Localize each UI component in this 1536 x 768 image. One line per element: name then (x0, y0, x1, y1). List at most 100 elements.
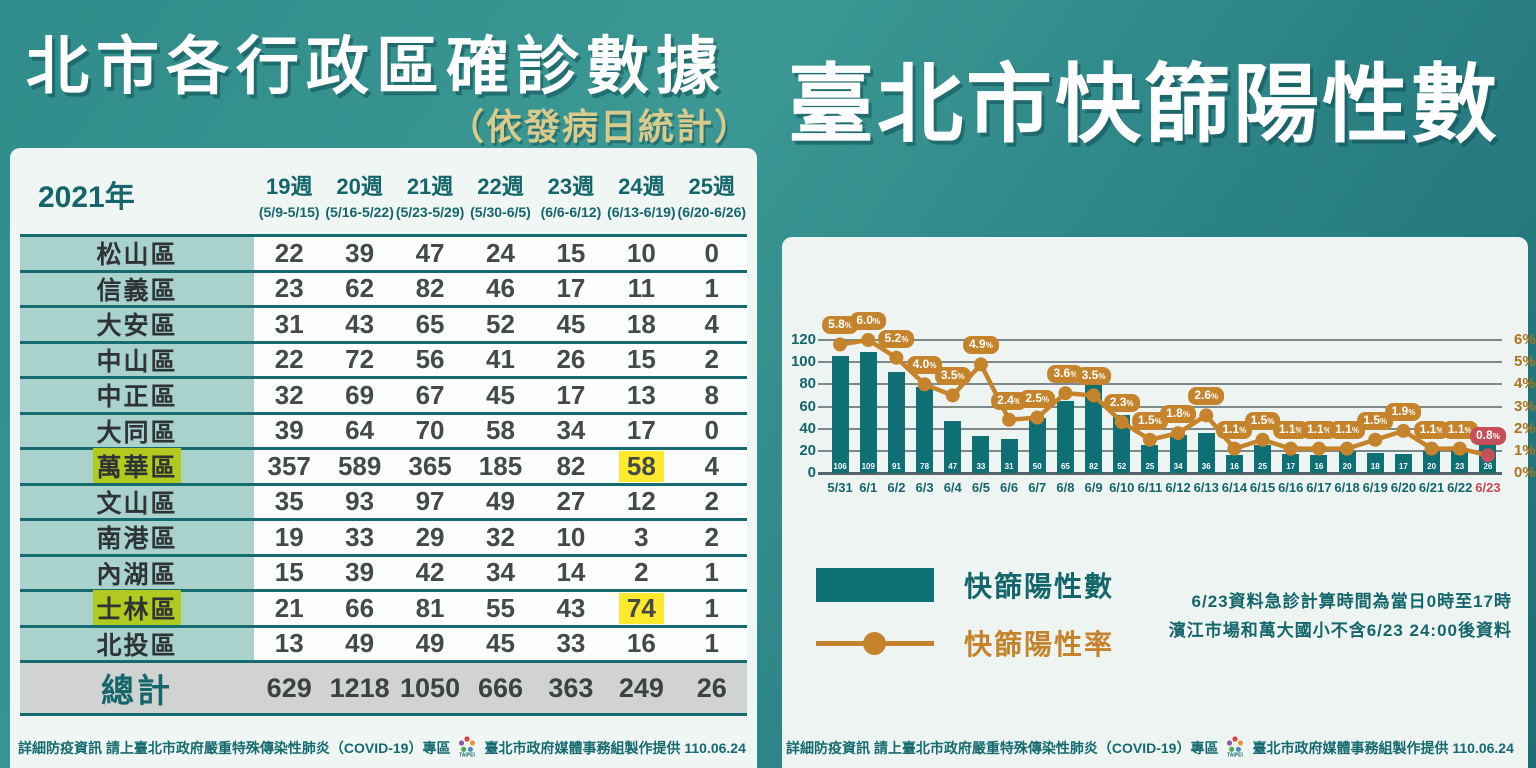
case-count: 39 (345, 557, 375, 588)
total-count-cell: 1218 (324, 660, 395, 716)
district-label: 信義區 (20, 269, 254, 305)
bar-6/2: 91 (887, 372, 905, 473)
case-count: 67 (415, 379, 445, 410)
rate-point-6/14 (1227, 441, 1242, 456)
percent-sign: % (929, 361, 937, 371)
rate-point-6/8 (1058, 386, 1073, 401)
rate-label-6/16: 1.1% (1272, 420, 1309, 439)
chart-note-line1: 6/23資料急診計算時間為當日0時至17時 (1191, 592, 1512, 611)
case-count-cell: 15 (254, 553, 325, 589)
district-name: 北投區 (96, 631, 178, 660)
percent-sign: % (1239, 425, 1247, 435)
rate-label-6/5: 4.9% (963, 336, 999, 355)
case-count: 17 (626, 415, 656, 446)
bar-6/1: 109 (859, 352, 877, 473)
case-count-cell: 0 (676, 411, 747, 447)
case-count-cell: 1 (676, 624, 747, 660)
bar-value-label: 82 (1089, 462, 1099, 471)
gridline (818, 449, 1502, 452)
percent-sign: % (844, 321, 852, 331)
total-count-cell: 666 (465, 660, 536, 716)
bar-6/19: 18 (1366, 453, 1384, 473)
percent-sign: % (1126, 399, 1134, 409)
case-count-cell: 58 (465, 411, 536, 447)
case-count-cell: 17 (535, 376, 607, 412)
case-count: 16 (626, 628, 656, 659)
x-axis-label: 6/7 (1028, 480, 1047, 495)
rate-label-6/3: 4.0% (906, 356, 943, 375)
case-count: 13 (274, 628, 304, 659)
rate-value: 1.5 (1138, 412, 1155, 427)
bar-value-label: 47 (948, 462, 958, 471)
week-header: 21週 (5/23-5/29) (395, 154, 465, 234)
rate-label-5/31: 5.8% (822, 316, 858, 335)
week-range: (6/13-6/19) (607, 203, 676, 220)
footer-info-text: 詳細防疫資訊 請上臺北市政府嚴重特殊傳染性肺炎（COVID-19）專區 (786, 739, 1219, 756)
x-axis-label: 6/17 (1306, 480, 1332, 495)
rate-point-6/10 (1114, 415, 1129, 430)
percent-sign: % (1182, 410, 1190, 420)
case-count-cell: 15 (535, 234, 607, 270)
bar-value-label: 65 (1060, 462, 1070, 471)
case-count: 72 (345, 344, 375, 375)
rate-label-6/10: 2.3% (1103, 394, 1140, 413)
rate-label-6/21: 1.1% (1413, 420, 1450, 439)
week-label: 19週 (265, 173, 313, 199)
district-name: 文山區 (96, 489, 178, 518)
bar-value-label: 34 (1173, 462, 1183, 471)
percent-sign: % (1211, 392, 1219, 402)
case-count: 33 (345, 521, 375, 552)
gridline (818, 361, 1502, 364)
case-count: 45 (556, 308, 586, 339)
case-count: 8 (704, 379, 720, 410)
chart-notes: 6/23資料急診計算時間為當日0時至17時 濱江市場和萬大國小不含6/23 24… (1169, 587, 1512, 645)
district-label: 松山區 (20, 234, 254, 270)
rate-value: 4.9 (969, 337, 986, 352)
rate-point-6/6 (1002, 412, 1017, 427)
svg-text:TAIPEI: TAIPEI (1228, 753, 1244, 758)
case-count-cell: 93 (324, 482, 395, 518)
case-count-cell: 10 (606, 234, 677, 270)
case-count-cell: 13 (254, 624, 325, 660)
bar-6/18: 20 (1338, 451, 1356, 473)
total-count-cell: 26 (676, 660, 747, 716)
right-panel-title: 臺北市快篩陽性數 (788, 57, 1500, 153)
left-footer: 詳細防疫資訊 請上臺北市政府嚴重特殊傳染性肺炎（COVID-19）專區 TAIP… (18, 735, 746, 760)
percent-sign: % (1267, 416, 1275, 426)
rate-point-6/3 (917, 377, 932, 392)
chart-legend: 快篩陽性數 快篩陽性率 (816, 565, 1114, 681)
bar-value-label: 17 (1398, 462, 1408, 471)
case-count: 14 (556, 557, 586, 588)
y-axis-left-tick: 80 (799, 375, 816, 393)
case-count-cell: 32 (465, 518, 536, 554)
case-count-cell: 1 (676, 589, 747, 625)
bar-value-label: 25 (1258, 462, 1268, 471)
rate-point-6/7 (1030, 410, 1045, 425)
case-count: 589 (337, 450, 382, 481)
y-axis-right-tick: 1% (1514, 441, 1536, 459)
x-axis-label: 6/16 (1278, 480, 1304, 495)
confirmed-cases-card: 2021年 19週 (5/9-5/15) 20週 (5/16-5/22) 21週 (5/2… (10, 148, 757, 768)
percent-sign: % (901, 334, 909, 344)
left-panel: 北市各行政區確診數據 （依發病日統計） 2021年 19週 (5/9-5/15) 2… (10, 32, 757, 768)
case-count-cell: 69 (324, 376, 395, 412)
case-count: 43 (556, 592, 586, 623)
chart-note-line2: 濱江市場和萬大國小不含6/23 24:00後資料 (1168, 621, 1512, 640)
bar-6/11: 25 (1141, 445, 1159, 473)
week-header: 20週 (5/16-5/22) (324, 154, 394, 234)
x-axis-label: 6/4 (943, 480, 962, 495)
rate-point-6/2 (889, 350, 904, 365)
case-count-cell: 65 (394, 305, 466, 341)
percent-sign: % (1323, 425, 1331, 435)
week-label: 24週 (618, 173, 665, 199)
case-count-cell: 52 (465, 305, 536, 341)
rate-label-6/18: 1.1% (1329, 420, 1365, 439)
case-count-cell: 13 (606, 376, 677, 412)
rate-label-6/22: 1.1% (1441, 420, 1478, 439)
rate-value: 3.6 (1053, 366, 1071, 381)
percent-sign: % (1464, 425, 1472, 435)
case-count-cell: 19 (254, 518, 325, 554)
case-count-cell: 41 (465, 340, 536, 376)
case-count-cell: 4 (676, 305, 747, 341)
case-count-cell: 67 (394, 376, 466, 412)
